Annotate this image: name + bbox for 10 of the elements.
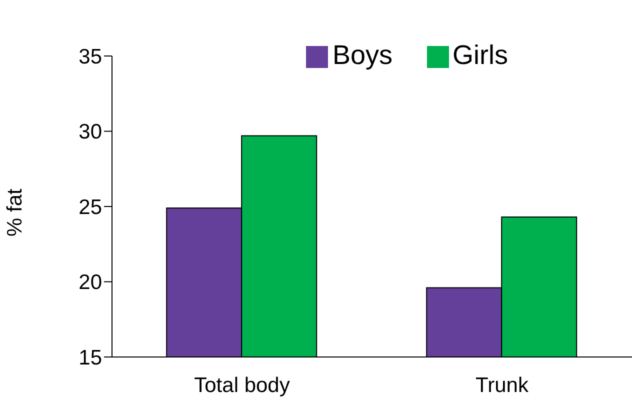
y-tick-label: 25 <box>78 196 102 219</box>
y-tick-label: 20 <box>78 271 102 294</box>
legend-label: Girls <box>452 40 508 70</box>
legend-label: Boys <box>332 40 392 70</box>
x-tick-label: Total body <box>194 374 290 397</box>
y-axis-title: % fat <box>3 188 26 236</box>
y-tick-label: 15 <box>78 346 102 370</box>
x-tick-label: Trunk <box>476 374 529 397</box>
y-tick-label: 35 <box>78 45 102 68</box>
y-tick-label: 30 <box>78 120 102 144</box>
